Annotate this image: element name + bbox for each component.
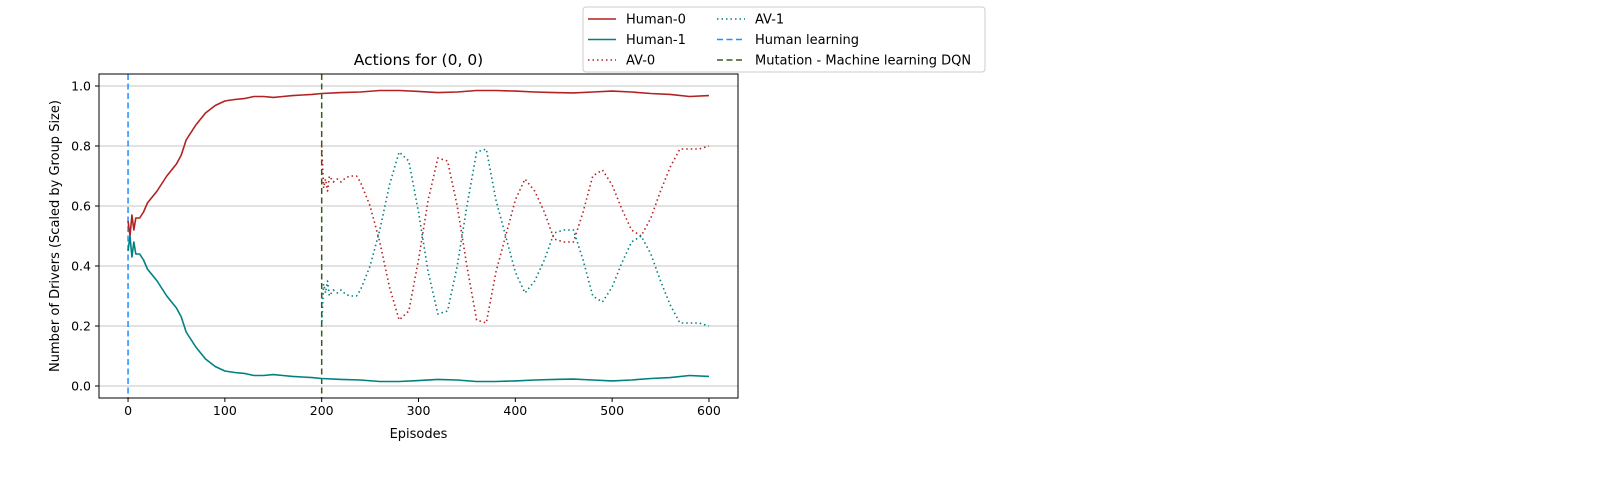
- legend-label-4: Human learning: [755, 33, 859, 48]
- y-tick-label-2: 0.4: [71, 259, 91, 274]
- y-tick-label-1: 0.2: [71, 319, 91, 334]
- x-tick-label-4: 400: [503, 403, 527, 418]
- legend-label-2: AV-0: [626, 54, 655, 69]
- chart-title: Actions for (0, 0): [354, 51, 483, 69]
- x-tick-label-3: 300: [407, 403, 431, 418]
- legend-label-0: Human-0: [626, 13, 686, 28]
- legend-box: [582, 6, 986, 73]
- x-tick-label-5: 500: [600, 403, 624, 418]
- x-tick-label-0: 0: [124, 403, 132, 418]
- y-axis-label: Number of Drivers (Scaled by Group Size): [48, 100, 63, 372]
- grid-layer: [99, 85, 738, 387]
- series-line-human-1: [127, 235, 709, 383]
- legend-label-3: AV-1: [755, 13, 784, 28]
- series-line-human-0: [127, 89, 709, 237]
- x-tick-label-2: 200: [310, 403, 334, 418]
- tick-layer: 0 100 200 300 400 500 600 0.0 0.2 0.4 0.6 0.8 1.0: [71, 79, 721, 419]
- y-tick-label-0: 0.0: [71, 379, 91, 394]
- series-line-av-1: [320, 148, 710, 327]
- y-tick-label-4: 0.8: [71, 139, 91, 154]
- x-axis-label: Episodes: [390, 427, 448, 442]
- legend-label-1: Human-1: [626, 33, 686, 48]
- series-line-av-0: [320, 145, 710, 324]
- y-tick-label-5: 1.0: [71, 79, 91, 94]
- legend: Human-0 Human-1 AV-0 AV-1 Human learning Muta…: [582, 6, 986, 73]
- vline-layer: [127, 74, 323, 398]
- series-layer: [127, 89, 710, 383]
- legend-label-5: Mutation - Machine learning DQN: [755, 54, 971, 69]
- x-tick-label-6: 600: [697, 403, 721, 418]
- x-tick-label-1: 100: [213, 403, 237, 418]
- y-tick-label-3: 0.6: [71, 199, 91, 214]
